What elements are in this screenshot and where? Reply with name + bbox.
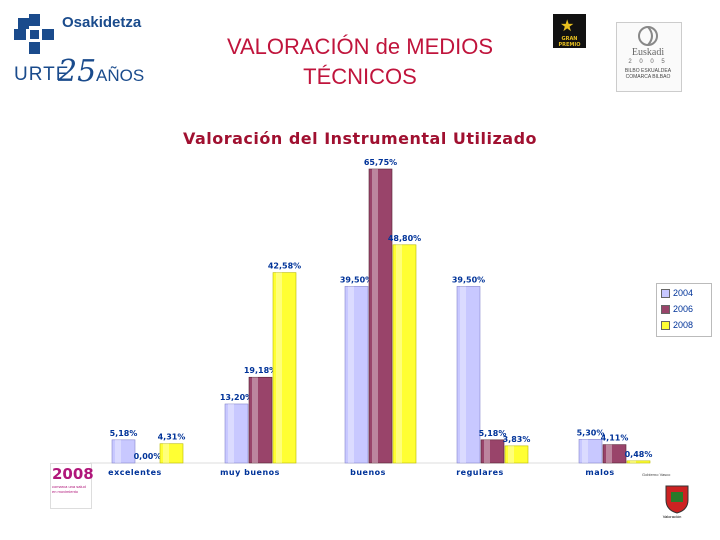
data-label-2008-buenos: 48,80% <box>388 234 421 243</box>
anniversary-anos: AÑOS <box>96 66 145 85</box>
bar-highlight-2008-muy-buenos <box>276 272 282 463</box>
data-label-2004-regulares: 39,50% <box>452 275 485 284</box>
euskadi-year: 2 0 0 5 <box>628 59 668 65</box>
bar-highlight-2006-muy-buenos <box>252 377 258 463</box>
anniversary-number: 25 <box>58 54 97 89</box>
bar-highlight-2008-malos <box>630 460 636 463</box>
data-label-2006-excelentes: 0,00% <box>134 452 162 461</box>
slide-title: VALORACIÓN de MEDIOS TÉCNICOS <box>150 32 570 92</box>
legend-label-2008: 2008 <box>673 320 694 330</box>
bar-2004-malos <box>578 439 603 464</box>
bar-2004-muy-buenos <box>224 403 249 464</box>
legend-item-2004: 2004 <box>661 287 693 299</box>
euskadi-sub2: COMARCA BILBAO <box>625 74 671 80</box>
bar-highlight-2004-regulares <box>460 286 466 463</box>
bar-2008-excelentes <box>159 443 184 464</box>
bar-highlight-2004-malos <box>582 439 588 463</box>
legend-swatch-2008 <box>661 321 670 331</box>
bar-2008-buenos <box>392 244 417 464</box>
data-label-2006-muy-buenos: 19,18% <box>244 366 277 375</box>
euskadi-emblem-icon <box>638 26 658 46</box>
slide-title-line2: TÉCNICOS <box>303 64 417 89</box>
category-label-muy-buenos: muy buenos <box>220 468 280 477</box>
category-label-regulares: regulares <box>456 468 504 477</box>
chart-title: Valoración del Instrumental Utilizado <box>182 129 538 148</box>
data-label-2004-excelentes: 5,18% <box>110 429 138 438</box>
euskadi-sub1: BILBO ESKUALDEA <box>624 68 672 74</box>
data-label-2008-muy-buenos: 42,58% <box>268 262 301 271</box>
osakidetza-cross-icon <box>14 14 54 54</box>
anniversary-urte: URTE <box>14 64 70 85</box>
bar-2004-excelentes <box>111 439 136 464</box>
data-label-2004-muy-buenos: 13,20% <box>220 393 253 402</box>
bar-highlight-2004-muy-buenos <box>228 403 234 463</box>
data-label-2004-buenos: 39,50% <box>340 275 373 284</box>
gov-bottom-text: Valoración <box>662 514 682 519</box>
bar-2006-buenos <box>368 168 393 464</box>
chart-legend: 2004 2006 2008 <box>656 283 712 337</box>
bar-2006-muy-buenos <box>248 376 273 464</box>
bar-highlight-2006-buenos <box>372 169 378 463</box>
data-label-2006-regulares: 5,18% <box>479 429 507 438</box>
legend-item-2008: 2008 <box>661 319 693 331</box>
legend-item-2006: 2006 <box>661 303 693 315</box>
legend-label-2004: 2004 <box>673 288 694 298</box>
data-label-2006-malos: 4,11% <box>601 434 629 443</box>
bar-highlight-2004-excelentes <box>115 439 121 463</box>
event-logo <box>50 463 92 509</box>
award-badge-logo <box>553 14 586 48</box>
gov-caption: Gobierno Vasco <box>642 472 671 477</box>
org-name: Osakidetza <box>62 14 142 31</box>
category-label-malos: malos <box>585 468 614 477</box>
data-label-2008-regulares: 3,83% <box>503 435 531 444</box>
data-label-2008-excelentes: 4,31% <box>158 433 186 442</box>
bar-2004-regulares <box>456 286 481 464</box>
event-logo-number: 2008 <box>52 465 94 483</box>
legend-swatch-2004 <box>661 289 670 299</box>
bar-2008-muy-buenos <box>272 272 297 464</box>
data-label-2008-malos: 0,48% <box>625 450 653 459</box>
data-label-2006-buenos: 65,75% <box>364 158 397 167</box>
bar-2006-malos <box>602 444 627 464</box>
euskadi-name: Euskadi <box>631 47 665 58</box>
slide-title-line1: VALORACIÓN de MEDIOS <box>226 34 494 59</box>
legend-label-2006: 2006 <box>673 304 694 314</box>
bar-2008-regulares <box>504 445 529 464</box>
bar-highlight-2008-regulares <box>508 445 514 463</box>
event-logo-text: comarca una salud en movimiento <box>52 484 86 494</box>
euskadi-subtitle: BILBO ESKUALDEA COMARCA BILBAO <box>618 68 678 80</box>
bar-highlight-2006-regulares <box>484 439 490 463</box>
bar-highlight-2008-buenos <box>396 244 402 463</box>
award-badge-text: GRAN PREMIO <box>558 36 581 48</box>
bar-highlight-2008-excelentes <box>163 443 169 463</box>
category-label-excelentes: excelentes <box>108 468 162 477</box>
bar-2008-malos <box>626 460 651 464</box>
data-label-2004-malos: 5,30% <box>577 428 605 437</box>
legend-swatch-2006 <box>661 305 670 315</box>
bar-2004-buenos <box>344 286 369 464</box>
bar-highlight-2006-malos <box>606 444 612 463</box>
gov-shield-icon <box>665 485 689 514</box>
award-star-icon: ★ <box>560 18 575 35</box>
bar-highlight-2004-buenos <box>348 286 354 463</box>
category-label-buenos: buenos <box>350 468 386 477</box>
bar-2006-regulares <box>480 439 505 464</box>
euskadi-logo <box>616 22 682 92</box>
